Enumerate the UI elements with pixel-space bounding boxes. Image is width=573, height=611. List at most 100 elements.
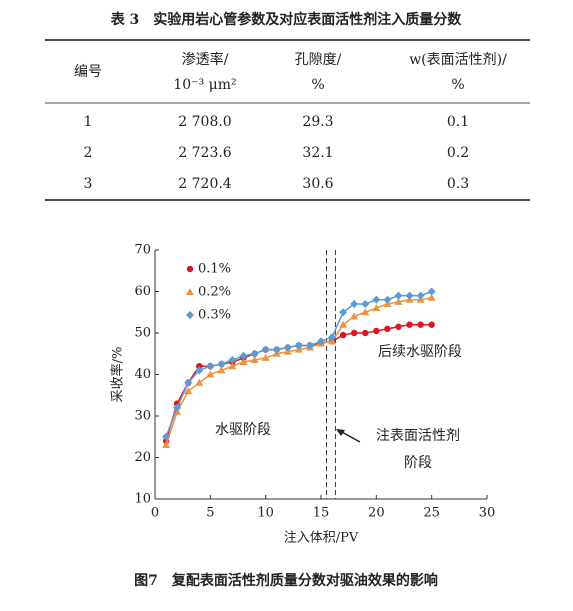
table-cell: 0.1 xyxy=(447,114,469,130)
x-tick-label: 30 xyxy=(479,506,496,521)
data-point xyxy=(317,337,325,346)
data-point xyxy=(339,308,348,317)
data-point xyxy=(173,403,182,412)
data-point xyxy=(405,291,414,300)
data-point xyxy=(350,299,359,308)
table-cell: 32.1 xyxy=(302,145,333,161)
data-point xyxy=(228,362,237,370)
data-point xyxy=(184,378,193,387)
table-header: % xyxy=(311,77,324,93)
data-point xyxy=(427,287,436,296)
data-point xyxy=(427,293,436,301)
y-tick-label: 40 xyxy=(134,367,151,382)
data-point xyxy=(250,349,259,358)
table-cell: 2 723.6 xyxy=(178,145,232,161)
x-tick-label: 5 xyxy=(206,506,214,521)
legend-label: 0.3% xyxy=(198,308,231,323)
data-point xyxy=(196,363,203,370)
data-point xyxy=(184,387,193,395)
data-point xyxy=(394,291,403,300)
data-point xyxy=(417,321,424,328)
legend-label: 0.1% xyxy=(198,262,231,277)
y-axis-label: 采收率/% xyxy=(110,347,126,403)
data-point xyxy=(372,304,381,312)
data-point xyxy=(328,333,337,342)
data-point xyxy=(394,297,403,305)
data-point xyxy=(373,327,380,335)
y-tick-label: 10 xyxy=(134,492,151,507)
data-point xyxy=(416,291,425,300)
data-point xyxy=(294,341,303,350)
data-point xyxy=(217,360,226,369)
annotation: 水驱阶段 xyxy=(215,422,271,438)
data-point xyxy=(162,432,171,441)
table-cell: 1 xyxy=(84,114,93,130)
annotation: 阶段 xyxy=(404,455,432,471)
data-point xyxy=(217,366,226,374)
x-axis-label: 注入体积/PV xyxy=(284,531,359,546)
data-point xyxy=(428,321,435,328)
x-tick-label: 20 xyxy=(368,506,385,521)
data-point xyxy=(206,370,215,378)
x-tick-label: 25 xyxy=(423,506,440,521)
table-cell: 30.6 xyxy=(302,176,333,192)
figure-caption: 图7 复配表面活性剂质量分数对驱油效果的影响 xyxy=(134,572,438,589)
data-point xyxy=(261,353,270,361)
data-point xyxy=(339,331,347,339)
table-cell: 2 708.0 xyxy=(178,114,231,130)
table-header: 孔隙度/ xyxy=(295,52,342,68)
legend-label: 0.2% xyxy=(198,285,231,300)
data-point xyxy=(361,299,370,308)
data-point xyxy=(362,329,369,337)
data-point xyxy=(351,329,358,337)
table-header: 编号 xyxy=(74,64,102,80)
data-point xyxy=(250,355,259,363)
data-point xyxy=(239,358,248,366)
data-point xyxy=(384,325,391,333)
data-point xyxy=(350,312,359,320)
x-tick-label: 0 xyxy=(151,506,159,521)
y-tick-label: 70 xyxy=(134,243,151,258)
table-cell: 29.3 xyxy=(302,114,333,130)
annotation: 注表面活性剂 xyxy=(376,428,460,444)
table-header: 渗透率/ xyxy=(182,51,229,68)
data-point xyxy=(395,323,402,330)
data-point xyxy=(383,295,392,304)
y-tick-label: 50 xyxy=(134,326,151,341)
table-cell: 3 xyxy=(84,176,93,192)
table-header: 10⁻³ μm² xyxy=(173,77,236,93)
data-point xyxy=(162,441,171,449)
table-cell: 2 xyxy=(84,145,93,161)
data-point xyxy=(206,362,215,371)
y-tick-label: 30 xyxy=(134,409,151,424)
data-point xyxy=(261,345,270,354)
data-point xyxy=(239,351,248,360)
y-tick-label: 20 xyxy=(134,450,151,465)
data-point xyxy=(361,308,370,316)
table-header: w(表面活性剂)/ xyxy=(409,52,507,68)
data-point xyxy=(228,355,237,364)
data-point xyxy=(283,343,292,352)
data-point xyxy=(406,321,413,328)
y-tick-label: 60 xyxy=(134,284,151,299)
arrow xyxy=(339,430,361,443)
data-point xyxy=(195,378,204,386)
x-tick-label: 15 xyxy=(313,506,330,521)
table-cell: 2 720.4 xyxy=(178,176,232,192)
legend-marker xyxy=(186,288,194,295)
arrow-head xyxy=(336,429,345,436)
data-point xyxy=(195,366,204,375)
annotation: 后续水驱阶段 xyxy=(378,343,462,360)
table-header: % xyxy=(451,77,464,93)
data-point xyxy=(372,295,381,304)
data-point xyxy=(339,320,348,328)
data-point xyxy=(272,345,281,354)
table-cell: 0.2 xyxy=(447,145,469,161)
legend-marker xyxy=(186,265,194,273)
legend-marker xyxy=(186,311,194,319)
table-cell: 0.3 xyxy=(447,176,469,192)
data-point xyxy=(305,341,314,350)
x-tick-label: 10 xyxy=(257,506,274,521)
